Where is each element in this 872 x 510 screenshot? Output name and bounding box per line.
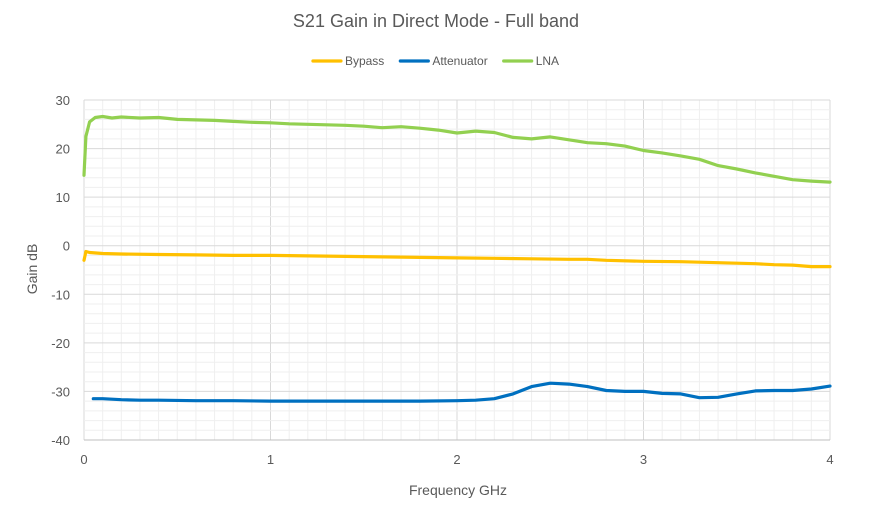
x-tick-label: 1 [267, 452, 274, 467]
y-tick-label: 20 [56, 142, 70, 157]
series-layer [82, 114, 832, 403]
x-tick-label: 3 [640, 452, 647, 467]
y-tick-label: -20 [51, 336, 70, 351]
y-tick-label: -10 [51, 287, 70, 302]
gridlines [83, 99, 831, 441]
x-tick-label: 0 [80, 452, 87, 467]
y-tick-label: -30 [51, 384, 70, 399]
y-tick-label: 30 [56, 93, 70, 108]
y-tick-label: 10 [56, 190, 70, 205]
y-axis-label: Gain dB [24, 244, 40, 295]
series-line-attenuator [91, 381, 832, 403]
x-axis-ticks: 0 1 2 3 4 [80, 452, 833, 467]
legend-label-lna: LNA [536, 54, 559, 68]
x-tick-label: 4 [826, 452, 833, 467]
series-line-lna [82, 114, 832, 184]
chart-title: S21 Gain in Direct Mode - Full band [293, 11, 579, 31]
legend-label-attenuator: Attenuator [432, 54, 487, 68]
legend: Bypass Attenuator LNA [311, 54, 559, 68]
x-axis-label: Frequency GHz [409, 482, 507, 498]
series-line-bypass [82, 249, 832, 269]
y-tick-label: 0 [63, 239, 70, 254]
y-axis-ticks: 30 20 10 0 -10 -20 -30 -40 [51, 93, 70, 448]
legend-label-bypass: Bypass [345, 54, 384, 68]
x-tick-label: 2 [453, 452, 460, 467]
y-tick-label: -40 [51, 433, 70, 448]
